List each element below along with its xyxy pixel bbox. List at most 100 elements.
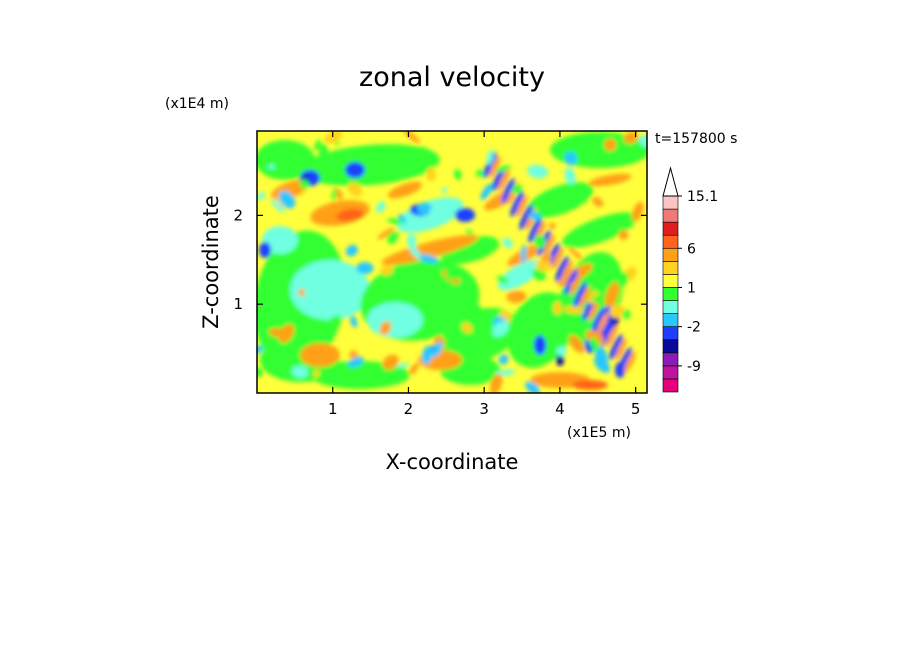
field-patch xyxy=(564,151,577,166)
field-patch xyxy=(589,156,609,166)
field-patch xyxy=(631,201,644,222)
field-patch xyxy=(314,139,321,151)
field-patch xyxy=(278,324,295,343)
field-patch xyxy=(498,169,510,191)
field-patch xyxy=(564,269,578,295)
field-patch xyxy=(257,191,266,201)
field-patch xyxy=(300,343,340,367)
field-patch xyxy=(568,334,585,354)
field-patch xyxy=(510,191,524,217)
field-patch xyxy=(386,231,399,244)
field-patch xyxy=(278,190,296,209)
y-tick-label: 2 xyxy=(233,206,243,224)
field-patch xyxy=(501,178,515,204)
field-patch xyxy=(511,184,523,194)
field-patch xyxy=(618,229,629,240)
field-patch xyxy=(396,362,410,368)
colorbar-swatch xyxy=(662,234,679,249)
field-patch xyxy=(623,131,639,144)
field-patch xyxy=(282,231,293,244)
field-patch xyxy=(347,356,364,368)
field-patch xyxy=(367,302,423,338)
field-patch xyxy=(502,237,513,249)
colorbar-tick-label: 6 xyxy=(687,241,696,257)
colorbar-extend-arrow xyxy=(662,166,679,197)
time-label: t=157800 s xyxy=(655,131,737,147)
field-patch xyxy=(604,138,617,152)
field-patch xyxy=(345,244,358,257)
colorbar-tick-label: 1 xyxy=(687,280,696,296)
field-patch xyxy=(573,282,587,308)
field-patch xyxy=(445,266,462,280)
field-patch xyxy=(398,214,407,224)
colorbar-swatch xyxy=(662,221,679,236)
field-patch xyxy=(606,325,618,347)
field-patch xyxy=(552,247,564,269)
field-patch xyxy=(290,260,370,320)
field-patch xyxy=(506,290,527,304)
field-patch xyxy=(345,162,365,178)
field-patch xyxy=(534,234,546,249)
field-patch xyxy=(387,181,423,199)
field-patch xyxy=(555,256,569,282)
field-patch xyxy=(486,149,494,165)
field-patch xyxy=(461,322,473,334)
field-patch xyxy=(324,131,343,144)
colorbar-tick-label: -9 xyxy=(687,359,701,375)
colorbar-swatch xyxy=(662,352,679,367)
field-patch xyxy=(556,354,564,366)
field-patch xyxy=(534,335,546,355)
field-patch xyxy=(569,282,578,290)
field-patch xyxy=(496,165,512,173)
y-unit-label: (x1E4 m) xyxy=(165,96,229,112)
field-patch xyxy=(299,179,310,189)
field-patch xyxy=(526,328,537,339)
y-axis: 12 xyxy=(233,206,647,313)
field-patch xyxy=(441,187,448,194)
colorbar: 15.1 6 1 -2 -9 xyxy=(662,166,718,393)
field-patch xyxy=(591,197,604,207)
field-patch xyxy=(572,380,608,390)
field-patch xyxy=(591,308,605,334)
field-patch xyxy=(604,281,620,309)
field-patch xyxy=(516,195,528,217)
field-patch xyxy=(553,301,562,315)
x-tick-label: 5 xyxy=(631,400,641,418)
field-patch xyxy=(257,140,315,180)
field-patch xyxy=(380,265,394,276)
field-patch xyxy=(609,304,625,319)
colorbar-swatch xyxy=(662,313,679,327)
field-patch xyxy=(525,381,540,393)
field-patch xyxy=(356,262,374,275)
field-patch xyxy=(624,351,636,373)
field-patch xyxy=(588,173,632,187)
field-patch xyxy=(379,320,392,336)
x-unit-label: (x1E5 m) xyxy=(567,425,631,441)
colorbar-tick-label: 15.1 xyxy=(687,189,718,205)
field-patch xyxy=(548,222,556,230)
field-patch xyxy=(336,208,364,222)
field-patch xyxy=(408,242,421,260)
field-patch xyxy=(318,143,329,160)
field-patch xyxy=(519,204,533,230)
field-patch xyxy=(492,320,509,338)
field-patch xyxy=(496,275,509,284)
field-patch xyxy=(387,218,404,225)
colorbar-swatch xyxy=(662,326,679,341)
field-patch xyxy=(622,146,636,154)
colorbar-swatch xyxy=(662,208,679,223)
field-patch xyxy=(588,299,600,321)
field-patch xyxy=(432,341,443,357)
field-patch xyxy=(350,315,358,328)
y-tick-label: 1 xyxy=(233,295,243,313)
field-patch xyxy=(561,260,573,282)
field-patch xyxy=(556,345,567,357)
field-patch xyxy=(403,131,421,144)
field-patch xyxy=(497,259,543,291)
x-tick-label: 4 xyxy=(555,400,565,418)
chart-title: zonal velocity xyxy=(359,62,545,93)
field-patch xyxy=(417,254,439,264)
x-axis-label: X-coordinate xyxy=(386,450,519,474)
colorbar-tick-label: -2 xyxy=(687,320,701,336)
